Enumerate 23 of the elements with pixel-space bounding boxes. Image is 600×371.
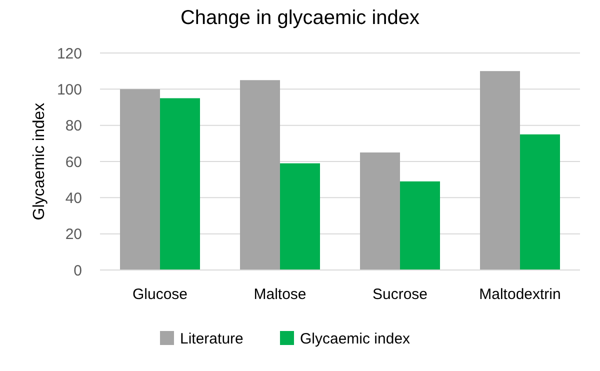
bar [520, 134, 560, 270]
chart-title: Change in glycaemic index [180, 7, 420, 29]
x-tick-label: Maltose [254, 286, 306, 303]
x-tick-label: Sucrose [372, 286, 428, 303]
y-tick-label: 120 [56, 45, 82, 62]
x-tick-label: Glucose [132, 286, 188, 303]
bar [160, 98, 200, 270]
bar [360, 152, 400, 270]
y-tick-label: 60 [65, 154, 82, 171]
y-tick-label: 0 [74, 262, 82, 280]
legend-label: Glycaemic index [300, 330, 411, 348]
y-tick-label: 80 [65, 118, 82, 135]
y-tick-label: 20 [65, 226, 82, 244]
y-axis-title: Glycaemic index [31, 102, 48, 220]
bar [480, 71, 520, 270]
y-tick-label: 100 [56, 81, 82, 98]
bar [120, 89, 160, 270]
y-tick-label: 40 [65, 190, 82, 207]
bar [400, 181, 440, 270]
legend-label: Literature [180, 330, 244, 348]
bar [240, 80, 280, 270]
bar [280, 163, 320, 270]
x-tick-label: Maltodextrin [479, 286, 561, 303]
